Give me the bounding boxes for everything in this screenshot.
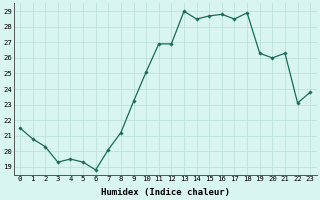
X-axis label: Humidex (Indice chaleur): Humidex (Indice chaleur) [100, 188, 229, 197]
